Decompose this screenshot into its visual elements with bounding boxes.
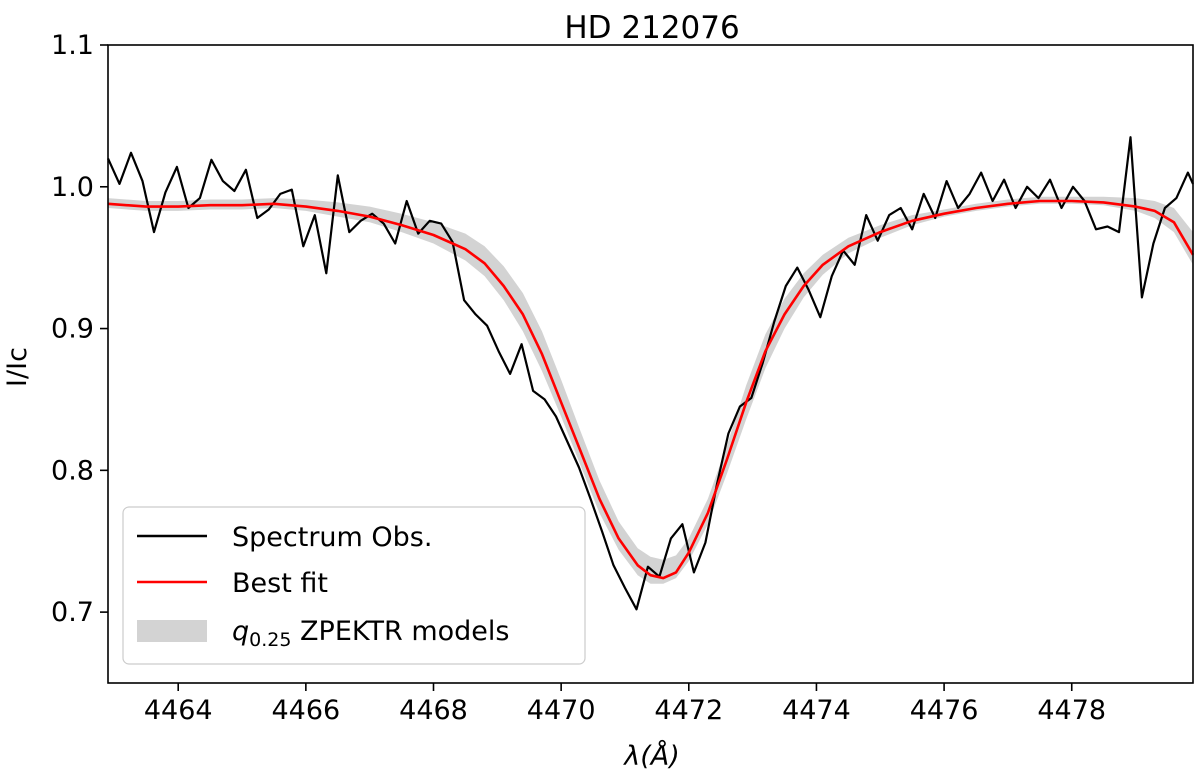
- x-tick-label: 4468: [399, 695, 468, 726]
- observed-spectrum-line: [106, 136, 1195, 611]
- y-axis-label: I/Ic: [2, 347, 33, 387]
- x-tick-label: 4470: [527, 695, 596, 726]
- chart-title: HD 212076: [564, 10, 739, 46]
- x-tick-label: 4474: [782, 695, 851, 726]
- legend-label-best-fit: Best fit: [232, 568, 328, 599]
- x-tick-label: 4466: [271, 695, 340, 726]
- x-tick-label: 4476: [910, 695, 979, 726]
- legend-label-observed: Spectrum Obs.: [232, 522, 432, 553]
- x-tick-label: 4478: [1037, 695, 1106, 726]
- legend: Spectrum Obs. Best fit q0.25 ZPEKTR mode…: [122, 506, 586, 665]
- legend-box: [122, 506, 586, 665]
- y-tick-label: 0.7: [51, 597, 94, 628]
- y-axis-ticks: 0.7 0.8 0.9 1.0 1.1: [51, 30, 108, 628]
- x-axis-ticks: 4464 4466 4468 4470 4472 4474 4476 4478: [144, 683, 1106, 726]
- plot-frame: [107, 44, 1194, 684]
- y-tick-label: 1.0: [51, 172, 94, 203]
- x-axis-label: λ(Å): [622, 740, 680, 772]
- legend-swatch-models: [137, 620, 207, 642]
- y-tick-label: 0.8: [51, 455, 94, 486]
- legend-label-models: q0.25 ZPEKTR models: [232, 616, 509, 651]
- x-tick-label: 4472: [654, 695, 723, 726]
- y-tick-label: 1.1: [51, 30, 94, 61]
- x-tick-label: 4464: [144, 695, 213, 726]
- best-fit-line: [107, 199, 1195, 580]
- y-tick-label: 0.9: [51, 314, 94, 345]
- series-layer: [106, 136, 1195, 611]
